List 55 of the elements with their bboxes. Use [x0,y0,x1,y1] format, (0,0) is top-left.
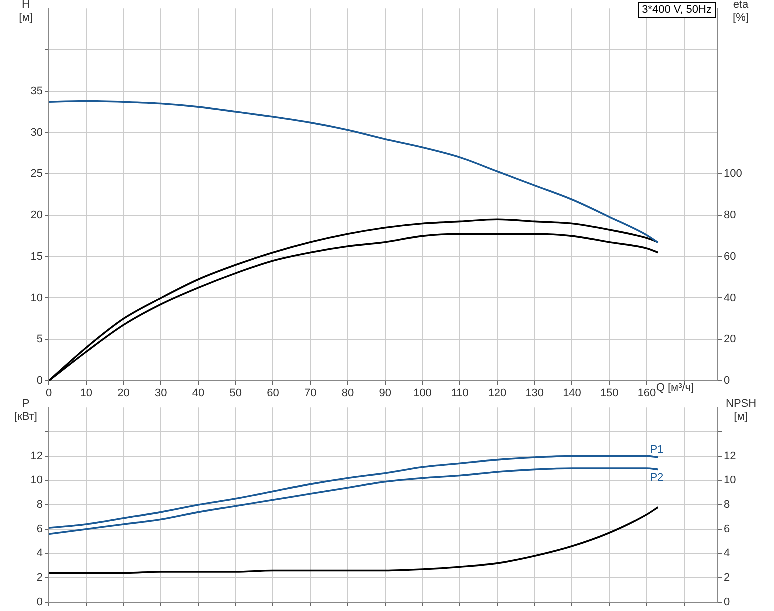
y2-axis-title: eta [%] [732,0,750,25]
x-tick-label: 70 [304,388,317,400]
x-tick-label: 80 [342,388,354,400]
chart-title: 3*400 V, 50Hz [638,2,716,18]
y2-tick-label: 60 [724,250,736,263]
line-series [49,100,660,244]
x-axis-title: Q [м³/ч] [656,382,694,395]
x-tick-label: 60 [267,388,280,400]
y-axis-title: P [кВт] [14,398,38,424]
x-tick-label: 20 [118,388,130,400]
y-tick-label: 25 [30,168,43,180]
series-label: P1 [650,444,664,456]
x-tick-label: 30 [155,388,168,400]
y-tick-label: 10 [30,474,43,487]
x-tick-label: 50 [230,388,242,400]
y2-tick-label: 12 [724,450,736,462]
y2-axis-title: NPSH [м] [726,398,757,424]
series-label: P2 [650,472,664,484]
y-tick-label: 6 [36,523,43,536]
x-tick-label: 150 [600,388,619,400]
y2-tick-label: 80 [724,210,736,222]
y2-tick-label: 6 [724,523,730,536]
y-tick-label: 2 [36,572,43,584]
x-tick-label: 140 [563,388,582,400]
x-tick-label: 160 [638,388,656,400]
y-axis-title: H [м] [18,0,34,25]
y-tick-label: 0 [36,375,43,388]
line-series [49,506,660,574]
x-tick-label: 40 [192,388,205,400]
y-tick-label: 20 [30,210,43,222]
y2-tick-label: 40 [724,292,736,304]
x-tick-label: 130 [526,388,544,400]
y-tick-label: 10 [30,292,43,304]
y-tick-label: 15 [30,250,43,263]
y2-tick-label: 0 [724,375,730,388]
y-tick-label: 12 [30,450,43,462]
x-tick-label: 90 [379,388,392,400]
y2-tick-label: 2 [724,572,730,584]
y2-tick-label: 4 [724,548,730,560]
y-tick-label: 0 [36,596,43,608]
y-tick-label: 8 [36,499,43,512]
x-tick-label: 100 [414,388,432,400]
y-tick-label: 35 [30,85,43,98]
y-tick-label: 4 [36,548,43,560]
x-tick-label: 0 [46,388,52,400]
x-tick-label: 110 [451,388,469,400]
x-tick-label: 120 [488,388,507,400]
y2-tick-label: 10 [724,474,736,487]
y-tick-label: 30 [30,126,43,139]
y2-tick-label: 20 [724,334,736,346]
x-tick-label: 10 [80,388,92,400]
y2-tick-label: 100 [724,168,742,180]
y2-tick-label: 0 [724,596,730,608]
y-tick-label: 5 [36,334,43,346]
y2-tick-label: 8 [724,499,730,512]
